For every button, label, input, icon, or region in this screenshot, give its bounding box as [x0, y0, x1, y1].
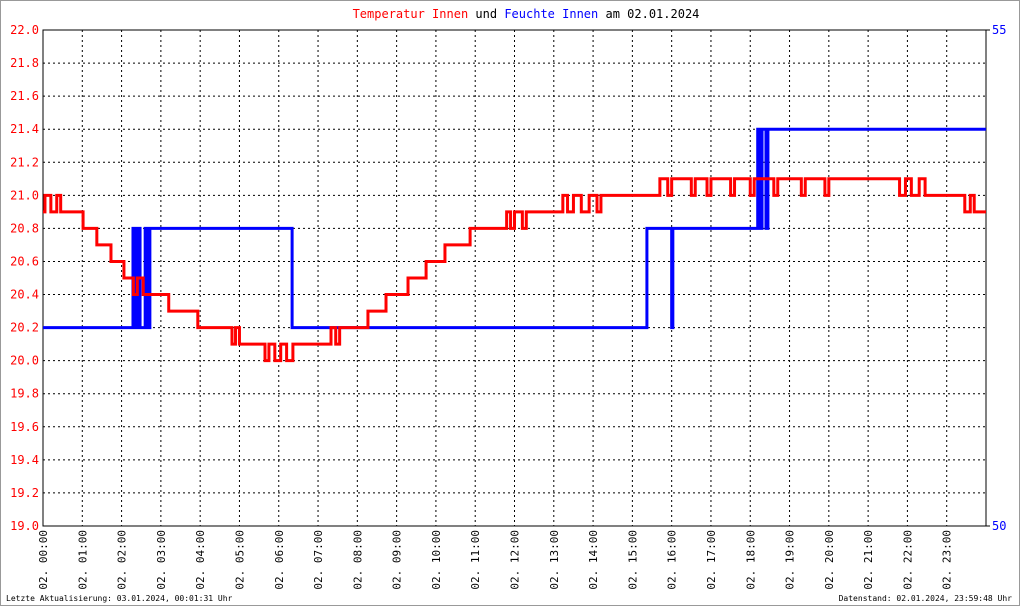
x-tick-label: 02. 15:00 — [626, 530, 639, 590]
x-tick-label: 02. 03:00 — [155, 530, 168, 590]
x-tick-label: 02. 22:00 — [901, 530, 914, 590]
plot-border — [42, 29, 987, 527]
y-tick-label: 21.8 — [10, 56, 39, 70]
y-tick-label: 21.2 — [10, 155, 39, 169]
x-tick-label: 02. 08:00 — [351, 530, 364, 590]
x-tick-label: 02. 23:00 — [941, 530, 954, 590]
x-tick-label: 02. 21:00 — [862, 530, 875, 590]
x-tick-label: 02. 12:00 — [509, 530, 522, 590]
y-tick-label: 20.4 — [10, 288, 39, 302]
y-tick-label: 21.4 — [10, 122, 39, 136]
x-tick-label: 02. 17:00 — [705, 530, 718, 590]
y-tick-label: 20.0 — [10, 354, 39, 368]
x-tick-label: 02. 18:00 — [744, 530, 757, 590]
y2-tick-label: 55 — [992, 23, 1006, 37]
x-tick-label: 02. 02:00 — [116, 530, 129, 590]
y-tick-label: 19.8 — [10, 387, 39, 401]
y-tick-label: 21.0 — [10, 188, 39, 202]
y-tick-label: 19.0 — [10, 519, 39, 533]
y-tick-label: 19.6 — [10, 420, 39, 434]
title-text: und — [475, 7, 497, 21]
data-line — [43, 177, 986, 363]
footer-left: Letzte Aktualisierung: 03.01.2024, 00:01… — [6, 594, 233, 603]
x-tick-label: 02. 07:00 — [312, 530, 325, 590]
y2-tick-label: 50 — [992, 519, 1006, 533]
x-tick-label: 02. 04:00 — [194, 530, 207, 590]
x-tick-label: 02. 20:00 — [823, 530, 836, 590]
x-tick-label: 02. 19:00 — [784, 530, 797, 590]
y-tick-label: 20.8 — [10, 221, 39, 235]
y-tick-label: 19.4 — [10, 453, 39, 467]
x-tick-label: 02. 01:00 — [76, 530, 89, 590]
x-tick-label: 02. 05:00 — [233, 530, 246, 590]
footer-right: Datenstand: 02.01.2024, 23:59:48 Uhr — [839, 594, 1013, 603]
x-tick-label: 02. 06:00 — [273, 530, 286, 590]
y-tick-label: 22.0 — [10, 23, 39, 37]
x-tick-label: 02. 16:00 — [666, 530, 679, 590]
y-tick-label: 21.6 — [10, 89, 39, 103]
y-tick-label: 20.6 — [10, 254, 39, 268]
x-tick-label: 02. 14:00 — [587, 530, 600, 590]
x-tick-label: 02. 00:00 — [37, 530, 50, 590]
y-tick-label: 20.2 — [10, 321, 39, 335]
title-text: am 02.01.2024 — [605, 7, 699, 21]
x-tick-label: 02. 09:00 — [391, 530, 404, 590]
title-series: Temperatur Innen — [353, 7, 469, 21]
y-tick-label: 19.2 — [10, 486, 39, 500]
x-tick-label: 02. 11:00 — [469, 530, 482, 590]
x-tick-label: 02. 13:00 — [548, 530, 561, 590]
title-series: Feuchte Innen — [504, 7, 598, 21]
chart-title: Temperatur Innen und Feuchte Innen am 02… — [353, 7, 700, 21]
x-tick-label: 02. 10:00 — [430, 530, 443, 590]
